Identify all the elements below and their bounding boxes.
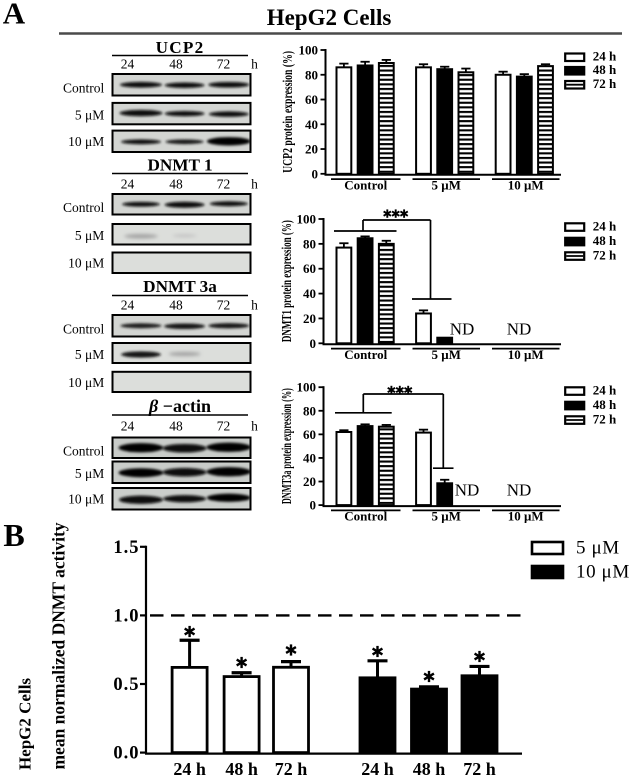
svg-text:Control: Control bbox=[63, 81, 105, 96]
svg-text:24 h: 24 h bbox=[173, 759, 206, 778]
svg-text:0.0: 0.0 bbox=[113, 744, 139, 764]
svg-text:UCP2: UCP2 bbox=[156, 38, 205, 57]
svg-text:Control: Control bbox=[63, 444, 105, 459]
svg-text:DNMT3a protein expression (%): DNMT3a protein expression (%) bbox=[280, 388, 295, 504]
svg-text:B: B bbox=[3, 517, 24, 553]
svg-text:5 μM: 5 μM bbox=[75, 347, 104, 362]
svg-text:24: 24 bbox=[121, 419, 135, 434]
svg-text:DNMT 1: DNMT 1 bbox=[147, 156, 212, 175]
svg-text:Control: Control bbox=[344, 509, 387, 524]
svg-text:mean normalized DNMT activity: mean normalized DNMT activity bbox=[49, 522, 69, 769]
svg-text:h: h bbox=[251, 419, 258, 434]
svg-text:72 h: 72 h bbox=[593, 248, 617, 263]
svg-text:20: 20 bbox=[305, 142, 318, 157]
svg-text:48: 48 bbox=[169, 419, 183, 434]
svg-text:20: 20 bbox=[303, 311, 316, 326]
svg-text:72: 72 bbox=[217, 57, 231, 72]
svg-text:10 μM: 10 μM bbox=[508, 347, 544, 362]
svg-text:48: 48 bbox=[169, 177, 183, 192]
svg-text:72 h: 72 h bbox=[463, 759, 496, 778]
svg-text:5 μM: 5 μM bbox=[75, 108, 104, 123]
svg-text:24: 24 bbox=[121, 177, 135, 192]
svg-text:24: 24 bbox=[121, 298, 135, 313]
svg-text:24 h: 24 h bbox=[593, 219, 617, 234]
svg-text:0: 0 bbox=[310, 336, 317, 351]
svg-text:DNMT 3a: DNMT 3a bbox=[143, 277, 217, 296]
svg-text:Control: Control bbox=[344, 347, 387, 362]
svg-text:Control: Control bbox=[63, 322, 105, 337]
svg-text:h: h bbox=[251, 57, 258, 72]
svg-text:80: 80 bbox=[303, 236, 316, 251]
svg-text:Control: Control bbox=[344, 177, 387, 192]
svg-text:1.0: 1.0 bbox=[113, 606, 139, 626]
svg-text:72: 72 bbox=[217, 419, 231, 434]
svg-text:10 μM: 10 μM bbox=[508, 177, 544, 192]
svg-text:100: 100 bbox=[297, 380, 317, 395]
svg-text:100: 100 bbox=[299, 43, 319, 58]
svg-text:48 h: 48 h bbox=[593, 233, 617, 248]
svg-text:24: 24 bbox=[121, 57, 135, 72]
svg-text:0: 0 bbox=[312, 166, 319, 181]
svg-text:48: 48 bbox=[169, 57, 183, 72]
svg-text:10 μM: 10 μM bbox=[68, 492, 104, 507]
svg-text:ND: ND bbox=[455, 481, 480, 500]
svg-text:72 h: 72 h bbox=[593, 76, 617, 91]
svg-text:24 h: 24 h bbox=[361, 759, 394, 778]
svg-text:ND: ND bbox=[507, 320, 532, 339]
svg-text:10 μM: 10 μM bbox=[508, 509, 544, 524]
svg-text:UCP2 protein expression (%): UCP2 protein expression (%) bbox=[281, 51, 296, 173]
svg-text:β −actin: β −actin bbox=[148, 396, 211, 416]
svg-text:A: A bbox=[3, 0, 26, 31]
svg-text:24 h: 24 h bbox=[593, 49, 617, 64]
svg-text:40: 40 bbox=[303, 450, 316, 465]
svg-text:0: 0 bbox=[310, 498, 317, 513]
svg-text:h: h bbox=[251, 177, 258, 192]
svg-text:72: 72 bbox=[217, 298, 231, 313]
svg-text:72 h: 72 h bbox=[275, 759, 308, 778]
svg-text:0.5: 0.5 bbox=[113, 675, 139, 695]
svg-text:5 μM: 5 μM bbox=[432, 509, 461, 524]
svg-text:5 μM: 5 μM bbox=[75, 466, 104, 481]
svg-text:48 h: 48 h bbox=[413, 759, 446, 778]
svg-text:40: 40 bbox=[305, 117, 318, 132]
svg-text:48 h: 48 h bbox=[225, 759, 258, 778]
svg-text:Control: Control bbox=[63, 200, 105, 215]
svg-text:24 h: 24 h bbox=[593, 383, 617, 398]
svg-text:10 μM: 10 μM bbox=[576, 562, 630, 583]
svg-text:60: 60 bbox=[303, 261, 316, 276]
svg-text:5 μM: 5 μM bbox=[576, 538, 620, 559]
svg-text:DNMT1 protein expression (%): DNMT1 protein expression (%) bbox=[280, 220, 295, 342]
svg-text:60: 60 bbox=[303, 427, 316, 442]
svg-text:HepG2 Cells: HepG2 Cells bbox=[16, 678, 35, 770]
svg-text:10 μM: 10 μM bbox=[68, 256, 104, 271]
svg-text:48: 48 bbox=[169, 298, 183, 313]
svg-text:48 h: 48 h bbox=[593, 397, 617, 412]
svg-text:80: 80 bbox=[303, 403, 316, 418]
svg-text:72 h: 72 h bbox=[593, 412, 617, 427]
svg-text:5 μM: 5 μM bbox=[432, 177, 461, 192]
svg-text:100: 100 bbox=[297, 212, 317, 227]
svg-text:40: 40 bbox=[303, 286, 316, 301]
svg-text:80: 80 bbox=[305, 67, 318, 82]
svg-text:5 μM: 5 μM bbox=[75, 228, 104, 243]
svg-text:HepG2 Cells: HepG2 Cells bbox=[267, 5, 392, 30]
svg-text:ND: ND bbox=[450, 320, 475, 339]
svg-text:20: 20 bbox=[303, 474, 316, 489]
svg-text:5 μM: 5 μM bbox=[432, 347, 461, 362]
svg-text:72: 72 bbox=[217, 177, 231, 192]
svg-text:60: 60 bbox=[305, 92, 318, 107]
svg-text:10 μM: 10 μM bbox=[68, 134, 104, 149]
svg-text:h: h bbox=[251, 298, 258, 313]
svg-text:10 μM: 10 μM bbox=[68, 375, 104, 390]
svg-text:1.5: 1.5 bbox=[113, 538, 139, 558]
svg-text:ND: ND bbox=[507, 481, 532, 500]
svg-text:48 h: 48 h bbox=[593, 62, 617, 77]
